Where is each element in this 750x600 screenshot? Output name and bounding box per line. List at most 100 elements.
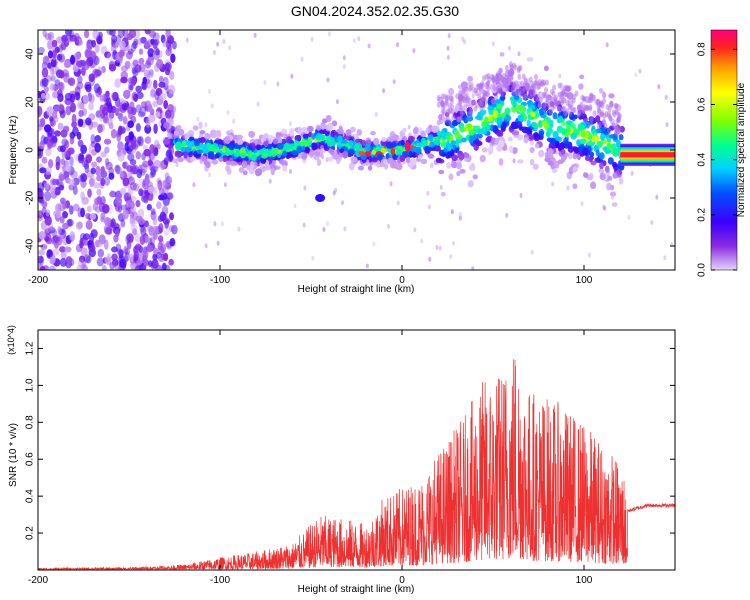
halo-blob	[534, 79, 539, 86]
noise-blob	[100, 177, 106, 187]
noise-blob	[59, 109, 66, 119]
ridge-blob	[200, 144, 206, 149]
noise-blob	[110, 44, 117, 52]
noise-blob	[134, 232, 141, 243]
noise-blob	[169, 105, 177, 114]
ridge-blob	[456, 170, 461, 177]
halo-blob	[446, 94, 451, 101]
noise-blob	[51, 138, 57, 148]
ridge-blob	[486, 124, 491, 130]
noise-blob	[134, 265, 142, 270]
noise-blob	[164, 264, 171, 270]
noise-blob	[207, 88, 211, 94]
noise-blob	[163, 99, 169, 110]
noise-blob	[170, 53, 176, 64]
ridge-blob	[529, 158, 535, 166]
noise-blob	[438, 245, 442, 251]
ridge-blob	[400, 139, 405, 146]
noise-blob	[137, 208, 145, 218]
ridge-blob	[297, 126, 302, 135]
tail-beam	[620, 152, 675, 158]
noise-blob	[144, 40, 150, 49]
halo-blob	[520, 80, 525, 87]
ridge-blob	[472, 174, 478, 180]
noise-blob	[152, 100, 159, 108]
halo-blob	[594, 99, 599, 106]
noise-blob	[226, 110, 230, 116]
ridge-blob	[405, 145, 411, 152]
ridge-blob	[260, 157, 267, 164]
ridge-blob	[499, 52, 505, 57]
noise-blob	[82, 94, 89, 105]
ridge-blob	[565, 126, 571, 133]
noise-blob	[149, 86, 157, 95]
halo-blob	[603, 122, 608, 129]
noise-blob	[38, 46, 45, 54]
noise-blob	[149, 143, 155, 154]
noise-blob	[302, 222, 306, 228]
noise-blob	[104, 51, 112, 59]
halo-blob	[568, 110, 573, 117]
noise-blob	[310, 36, 314, 42]
halo-blob	[565, 108, 570, 115]
noise-blob	[461, 36, 465, 42]
ridge-blob	[457, 152, 465, 160]
ridge-blob	[480, 126, 488, 135]
ridge-blob	[356, 128, 363, 136]
ridge-blob	[270, 167, 275, 176]
ridge-blob	[441, 152, 447, 157]
ridge-blob	[609, 100, 614, 108]
noise-blob	[137, 111, 146, 118]
ridge-blob	[336, 158, 341, 165]
noise-blob	[69, 56, 76, 66]
noise-blob	[108, 172, 115, 180]
ridge-blob	[558, 115, 564, 123]
ridge-blob	[504, 114, 512, 122]
ridge-blob	[306, 125, 314, 132]
y-tick-label: -40	[25, 238, 36, 253]
halo-blob	[608, 115, 613, 122]
ridge-blob	[468, 129, 475, 136]
halo-blob	[490, 98, 495, 105]
ridge-blob	[348, 162, 355, 171]
noise-blob	[638, 68, 642, 74]
ridge-blob	[446, 161, 452, 169]
noise-blob	[149, 30, 157, 39]
noise-blob	[426, 190, 430, 196]
noise-blob	[126, 165, 134, 173]
noise-blob	[237, 226, 241, 232]
ridge-blob	[173, 130, 180, 136]
noise-blob	[74, 38, 80, 46]
noise-blob	[69, 136, 75, 145]
noise-blob	[94, 69, 102, 77]
ridge-blob	[377, 153, 384, 161]
noise-blob	[657, 84, 661, 90]
noise-blob	[223, 182, 227, 188]
ridge-blob	[349, 126, 356, 133]
halo-blob	[436, 119, 441, 126]
halo-blob	[464, 97, 469, 104]
noise-blob	[135, 123, 141, 132]
ridge-blob	[435, 157, 443, 164]
halo-blob	[500, 83, 505, 90]
ridge-blob	[282, 164, 287, 172]
noise-blob	[75, 52, 81, 61]
noise-blob	[130, 77, 137, 86]
noise-blob	[124, 251, 130, 262]
noise-blob	[41, 206, 47, 217]
noise-blob	[123, 245, 129, 255]
ridge-blob	[361, 139, 366, 146]
noise-blob	[89, 177, 95, 188]
ridge-blob	[527, 100, 533, 106]
noise-blob	[50, 75, 56, 82]
ridge-blob	[380, 148, 387, 153]
noise-blob	[340, 200, 344, 206]
noise-blob	[551, 181, 555, 187]
noise-blob	[95, 165, 101, 177]
ridge-blob	[192, 125, 199, 131]
noise-blob	[167, 36, 174, 45]
halo-blob	[456, 116, 461, 123]
noise-blob	[44, 33, 52, 41]
ridge-blob	[607, 157, 614, 165]
ridge-blob	[207, 150, 215, 159]
